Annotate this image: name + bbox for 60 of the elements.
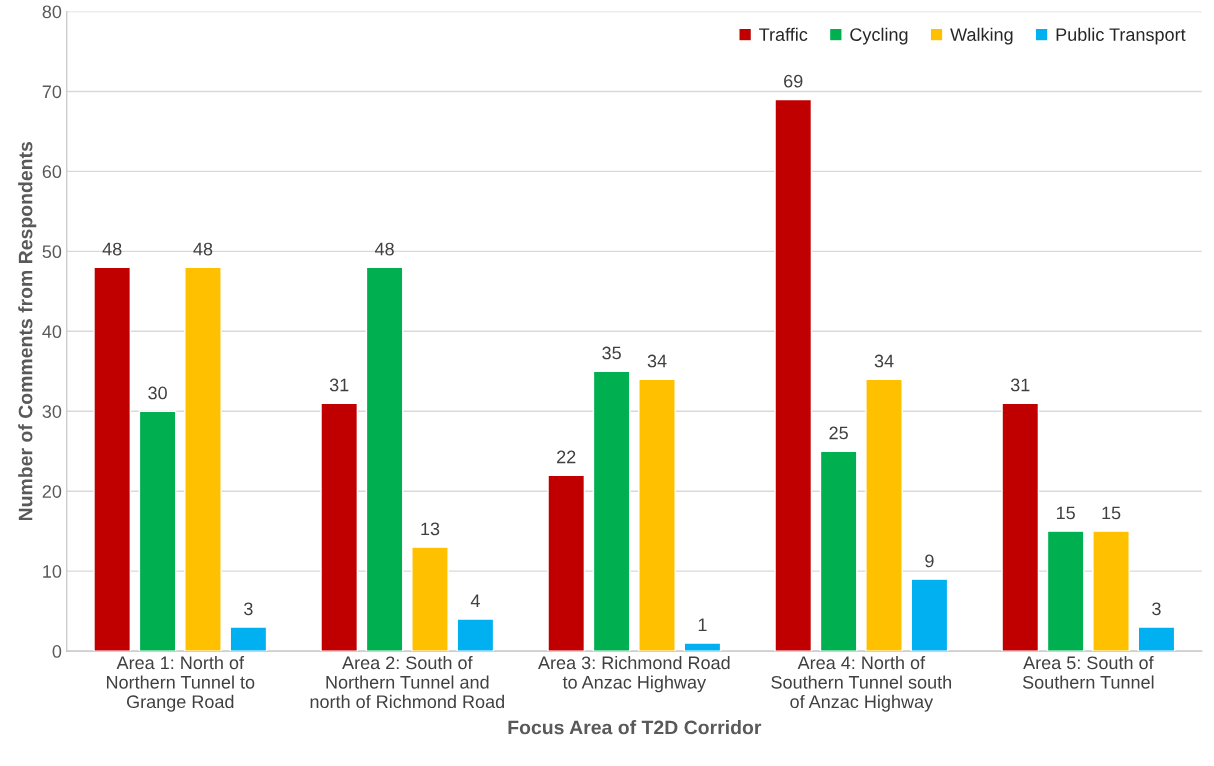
bar — [547, 474, 586, 652]
bar — [865, 378, 903, 652]
data-label: 34 — [874, 354, 894, 368]
x-tick-label: Area 2: South of Northern Tunnel and north of Richmond Road — [310, 655, 504, 709]
data-label: 34 — [647, 354, 667, 368]
bar — [1137, 626, 1176, 652]
y-tick-label: 50 — [42, 245, 62, 259]
bar — [683, 642, 722, 652]
data-label: 48 — [374, 242, 394, 256]
bar — [774, 98, 813, 652]
bar — [819, 450, 858, 652]
legend-label: Public Transport — [1056, 27, 1186, 45]
x-tick-label: Area 5: South of Southern Tunnel — [1022, 655, 1154, 689]
data-label: 69 — [784, 74, 803, 88]
data-label: 3 — [244, 602, 253, 616]
data-label: 9 — [925, 554, 934, 568]
data-label: 35 — [602, 346, 621, 360]
data-label: 25 — [829, 426, 848, 440]
x-tick-label: Area 1: North of Northern Tunnel to Grange Road — [106, 655, 255, 712]
y-tick-label: 70 — [42, 85, 62, 99]
y-tick-label: 0 — [52, 645, 62, 658]
data-label: 22 — [557, 450, 576, 464]
data-label: 13 — [421, 522, 440, 536]
legend-label: Cycling — [850, 27, 908, 45]
bar — [1046, 530, 1085, 652]
data-label: 4 — [470, 594, 480, 608]
bar — [138, 410, 177, 652]
y-axis-title: Number of Comments from Respondents — [18, 141, 37, 521]
x-tick-label: Area 3: Richmond Road to Anzac Highway — [538, 655, 730, 693]
bar — [320, 402, 359, 652]
y-tick-label: 10 — [43, 565, 62, 578]
legend-label: Traffic — [759, 27, 808, 41]
bar — [638, 378, 676, 652]
data-label: 48 — [193, 242, 213, 256]
bar — [229, 626, 268, 652]
data-label: 1 — [698, 618, 707, 632]
y-tick-label: 30 — [42, 405, 62, 418]
data-label: 15 — [1056, 506, 1075, 520]
bar — [411, 546, 449, 652]
data-label: 15 — [1102, 506, 1121, 520]
data-label: 3 — [1152, 602, 1161, 616]
bar — [592, 370, 631, 652]
bar — [1001, 402, 1040, 652]
bar — [456, 618, 495, 652]
data-label: 48 — [102, 242, 122, 256]
y-tick-label: 60 — [42, 165, 62, 179]
bar — [184, 266, 222, 652]
y-tick-label: 40 — [42, 325, 62, 339]
bar — [910, 578, 949, 652]
y-tick-label: 80 — [42, 5, 62, 19]
x-tick-label: Area 4: North of Southern Tunnel south of Anzac Highway — [771, 655, 952, 712]
bar — [93, 266, 132, 652]
data-label: 30 — [148, 386, 167, 400]
y-tick-label: 20 — [42, 485, 62, 498]
legend-label: Walking — [950, 27, 1013, 45]
bar — [365, 266, 404, 652]
bar — [1092, 530, 1130, 652]
data-label: 31 — [329, 378, 349, 392]
x-axis-title: Focus Area of T2D Corridor — [508, 720, 762, 735]
data-label: 31 — [1010, 378, 1030, 392]
